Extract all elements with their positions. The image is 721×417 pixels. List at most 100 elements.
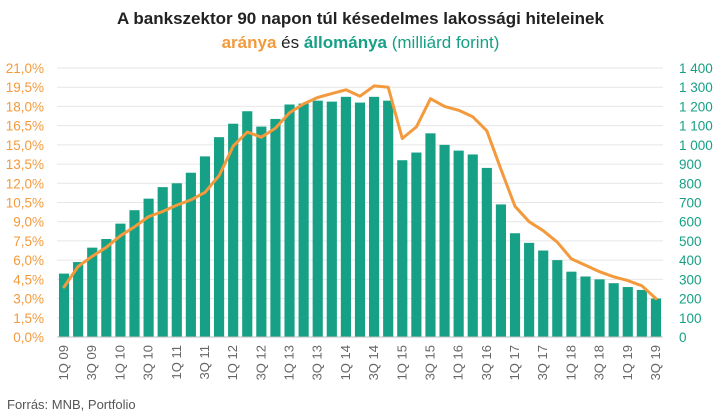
x-axis-tick-label: 3Q 14 (366, 345, 381, 380)
x-axis-tick-label: 1Q 19 (620, 345, 635, 380)
bar (326, 101, 337, 337)
x-axis-tick-label: 1Q 14 (338, 345, 353, 380)
x-axis-tick-label: 3Q 17 (535, 345, 550, 380)
bar (509, 233, 521, 337)
right-axis-tick-label: 100 (679, 311, 702, 326)
left-axis-tick-label: 4,5% (13, 272, 44, 287)
bar (383, 100, 394, 338)
bar (467, 154, 478, 337)
x-axis-tick-label: 3Q 10 (141, 345, 156, 380)
subtitle-unit: (milliárd forint) (391, 33, 500, 52)
chart-subtitle: aránya és állománya (milliárd forint) (0, 33, 721, 53)
bar (199, 156, 211, 337)
x-axis-tick-label: 3Q 13 (310, 345, 325, 380)
right-axis-tick-label: 800 (679, 176, 702, 191)
bar (101, 239, 112, 337)
right-axis-tick-label: 1 100 (679, 119, 713, 134)
bar (284, 104, 295, 337)
left-axis-tick-label: 12,0% (6, 176, 44, 191)
bar (298, 103, 309, 338)
bar (369, 96, 380, 337)
x-axis-tick-label: 1Q 18 (563, 345, 578, 380)
right-axis-tick-label: 1 200 (679, 99, 713, 114)
subtitle-aranya: aránya (221, 33, 277, 52)
bar (340, 96, 351, 337)
bar (58, 273, 70, 337)
ratio-line (62, 84, 658, 301)
x-axis-tick-label: 1Q 13 (282, 345, 297, 380)
right-axis-tick-label: 1 400 (679, 61, 713, 76)
x-axis-tick-label: 1Q 17 (507, 345, 522, 380)
x-axis-tick-label: 3Q 15 (422, 345, 437, 380)
subtitle-allomanya: állománya (303, 33, 387, 52)
x-axis-tick-label: 1Q 16 (451, 345, 466, 380)
bar (481, 167, 492, 337)
bar (312, 100, 323, 338)
left-axis-tick-label: 15,0% (6, 138, 44, 153)
right-axis-tick-label: 500 (679, 234, 702, 249)
left-axis-tick-label: 3,0% (13, 292, 44, 307)
right-axis-tick-label: 200 (679, 292, 702, 307)
left-axis-tick-label: 10,5% (6, 196, 44, 211)
bar (594, 279, 605, 337)
right-axis-tick-label: 300 (679, 272, 702, 287)
bar (157, 187, 168, 337)
left-axis-tick-label: 13,5% (6, 157, 44, 172)
bar (636, 289, 647, 337)
x-axis-tick-label: 1Q 15 (394, 345, 409, 380)
right-axis-tick-label: 900 (679, 157, 702, 172)
bar (87, 247, 98, 337)
x-axis-tick-label: 3Q 19 (648, 345, 663, 380)
bar (439, 144, 450, 337)
right-axis-tick-label: 600 (679, 215, 702, 230)
x-axis-tick-label: 3Q 09 (84, 345, 99, 380)
left-axis-tick-label: 18,0% (6, 99, 44, 114)
x-axis-tick-label: 1Q 12 (225, 345, 240, 380)
bar (354, 102, 366, 337)
bar (270, 118, 281, 338)
subtitle-es: és (281, 33, 300, 52)
bar (538, 250, 549, 337)
bar (566, 271, 577, 337)
x-axis-tick-label: 3Q 11 (197, 345, 212, 379)
bar (185, 172, 196, 337)
x-axis-tick-label: 3Q 18 (592, 345, 607, 380)
bar (256, 126, 267, 337)
bar (552, 260, 563, 337)
x-axis-tick-label: 1Q 11 (169, 345, 184, 379)
bar (73, 262, 84, 337)
left-axis-tick-label: 21,0% (6, 61, 44, 76)
bar (411, 152, 422, 337)
right-axis-tick-label: 1 000 (679, 138, 713, 153)
bar (453, 150, 464, 337)
left-axis-tick-label: 6,0% (13, 253, 44, 268)
x-axis-tick-label: 3Q 16 (479, 345, 494, 380)
bar (425, 133, 436, 337)
left-axis-tick-label: 19,5% (6, 80, 44, 95)
left-axis-tick-label: 1,5% (13, 311, 44, 326)
chart-title: A bankszektor 90 napon túl késedelmes la… (117, 9, 604, 28)
x-axis-tick-label: 1Q 10 (112, 345, 127, 380)
bar (213, 137, 225, 337)
bar (115, 223, 126, 337)
bar (495, 204, 507, 337)
x-axis-tick-label: 1Q 09 (56, 345, 71, 380)
left-axis-tick-label: 9,0% (13, 215, 44, 230)
bar (622, 287, 633, 337)
bar (524, 242, 535, 337)
bar (143, 198, 154, 337)
source-note: Forrás: MNB, Portfolio (7, 397, 136, 412)
x-axis-tick-label: 3Q 12 (253, 345, 268, 380)
right-axis-tick-label: 0 (679, 330, 687, 345)
bar (608, 283, 619, 337)
left-axis-tick-label: 16,5% (6, 119, 44, 134)
bar (242, 111, 253, 337)
right-axis-tick-label: 1 300 (679, 80, 713, 95)
bar (650, 298, 662, 337)
bar (580, 276, 591, 337)
bar (129, 210, 140, 337)
left-axis-tick-label: 7,5% (13, 234, 44, 249)
left-axis-tick-label: 0,0% (13, 330, 44, 345)
bar (228, 123, 239, 337)
